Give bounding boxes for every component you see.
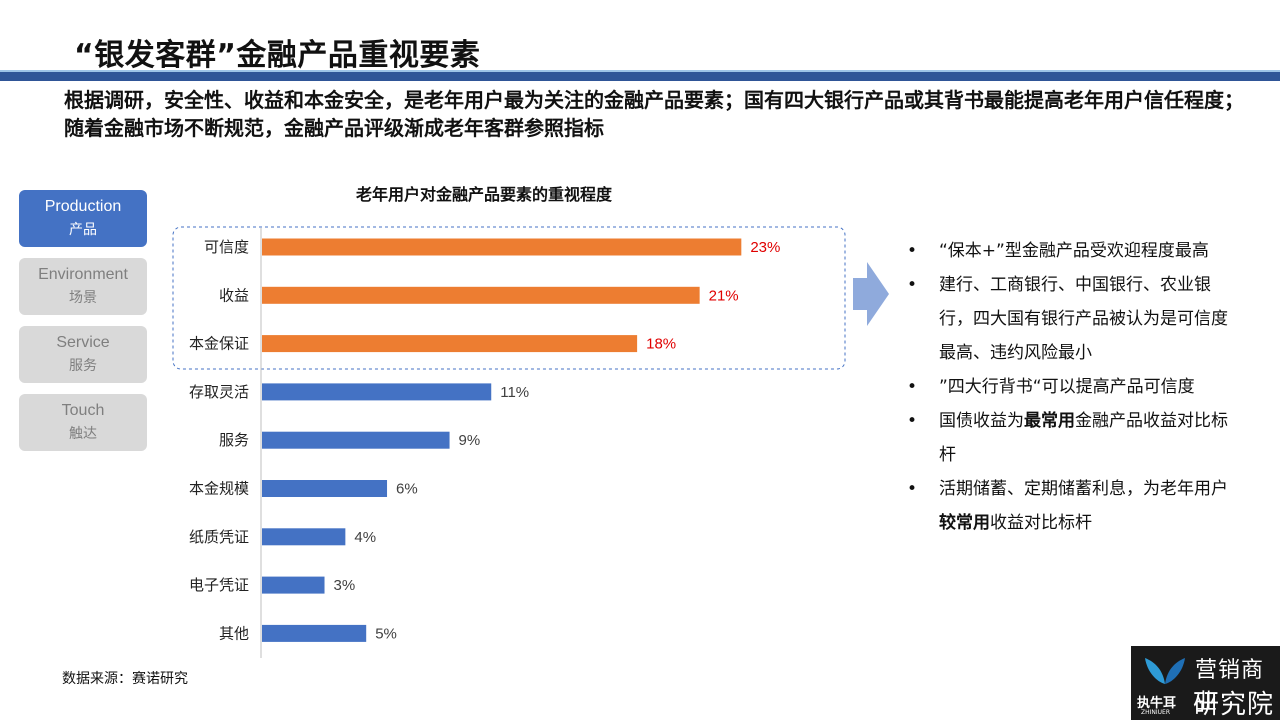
highlight-box [172, 226, 846, 370]
nav-tab-label-cn: 场景 [69, 289, 97, 306]
bullet-dot: • [907, 479, 918, 499]
data-label: 21% [709, 287, 739, 304]
category-label: 收益 [219, 286, 249, 304]
bar [262, 431, 450, 449]
bar [262, 576, 325, 594]
bullet-emphasis: 最常用 [1024, 411, 1075, 431]
category-label: 本金保证 [189, 335, 249, 353]
bullet-text: ”四大行背书“可以提高产品可信度 [939, 377, 1195, 397]
nav-tab-environment[interactable]: Environment 场景 [19, 258, 147, 315]
data-source: 数据来源：赛诺研究 [62, 671, 188, 687]
bar [262, 238, 742, 256]
bar [262, 528, 346, 546]
data-label: 4% [354, 529, 376, 546]
nav-tab-label-cn: 产品 [69, 221, 97, 238]
nav-tab-label-en: Service [56, 333, 110, 351]
bullet-text: 收益对比标杆 [990, 513, 1092, 533]
category-label: 服务 [219, 431, 249, 449]
bullet-text: 建行、工商银行、中国银行、农业银行，四大国有银行产品被认为是可信度最高、违约风险… [939, 275, 1228, 363]
nav-tab-label-cn: 服务 [69, 357, 97, 374]
nav-tab-label-en: Production [44, 197, 122, 215]
page-subtitle: 根据调研，安全性、收益和本金安全，是老年用户最为关注的金融产品要素；国有四大银行… [64, 88, 1244, 140]
list-item: • ”四大行背书“可以提高产品可信度 [905, 370, 1235, 404]
data-label: 3% [334, 577, 356, 594]
category-label: 存取灵活 [189, 383, 249, 401]
list-item: • 国债收益为最常用金融产品收益对比标杆 [905, 404, 1235, 472]
bar [262, 480, 388, 497]
data-label: 5% [375, 625, 397, 642]
logo-line1: 营销商业 [1195, 658, 1265, 715]
data-label: 11% [500, 384, 529, 401]
bullet-dot: • [907, 275, 918, 295]
bullet-text: 活期储蓄、定期储蓄利息，为老年用户 [939, 479, 1228, 499]
list-item: • 活期储蓄、定期储蓄利息，为老年用户较常用收益对比标杆 [905, 472, 1235, 540]
bullet-dot: • [907, 377, 918, 397]
butterfly-logo-icon [1145, 658, 1185, 684]
nav-tab-label-cn: 触达 [69, 425, 97, 442]
category-label: 其他 [219, 624, 249, 642]
arrow-right-icon [853, 262, 889, 326]
bar [262, 335, 638, 353]
nav-tab-production[interactable]: Production 产品 [19, 190, 147, 247]
bullet-dot: • [907, 411, 918, 431]
data-label: 9% [459, 432, 481, 449]
logo: 执牛耳 ZHINIUER 营销商业 研究院 [1131, 646, 1280, 720]
bullet-text: 国债收益为 [939, 411, 1024, 431]
data-label: 6% [396, 481, 418, 498]
list-item: • 建行、工商银行、中国银行、农业银行，四大国有银行产品被认为是可信度最高、违约… [905, 268, 1235, 370]
logo-brand: 执牛耳 [1137, 696, 1177, 711]
bar [262, 624, 367, 642]
nav-tab-service[interactable]: Service 服务 [19, 326, 147, 383]
nav-tab-touch[interactable]: Touch 触达 [19, 394, 147, 451]
list-item: • “保本+”型金融产品受欢迎程度最高 [905, 234, 1235, 268]
bullet-text: “保本+”型金融产品受欢迎程度最高 [939, 241, 1209, 261]
bullet-text: 金融产品收益对比标杆 [939, 411, 1228, 465]
chart-title: 老年用户对金融产品要素的重视程度 [356, 185, 613, 204]
title-bar [0, 72, 1280, 81]
bar-chart: 可信度 23% 收益 21% 本金保证 18% 存取灵活 11% 服务 9% 本金规模 6% 纸质凭证 4… [172, 226, 846, 658]
data-label: 18% [646, 336, 676, 353]
category-label: 纸质凭证 [189, 528, 249, 546]
nav-tab-label-en: Environment [38, 265, 128, 283]
data-label: 23% [750, 239, 780, 256]
bar [262, 383, 492, 401]
category-label: 电子凭证 [189, 576, 249, 594]
logo-line2: 研究院 [1193, 690, 1275, 720]
logo-brand-sub: ZHINIUER [1141, 709, 1171, 716]
nav-tab-label-en: Touch [61, 401, 105, 419]
bullet-emphasis: 较常用 [939, 513, 990, 533]
category-label: 可信度 [204, 238, 249, 256]
page-title: “银发客群”金融产品重视要素 [74, 38, 481, 73]
title-bar-highlight [0, 70, 1280, 72]
bar [262, 286, 700, 304]
category-label: 本金规模 [189, 480, 249, 498]
bullet-list: • “保本+”型金融产品受欢迎程度最高 • 建行、工商银行、中国银行、农业银行，… [905, 234, 1235, 540]
bullet-dot: • [907, 241, 918, 261]
